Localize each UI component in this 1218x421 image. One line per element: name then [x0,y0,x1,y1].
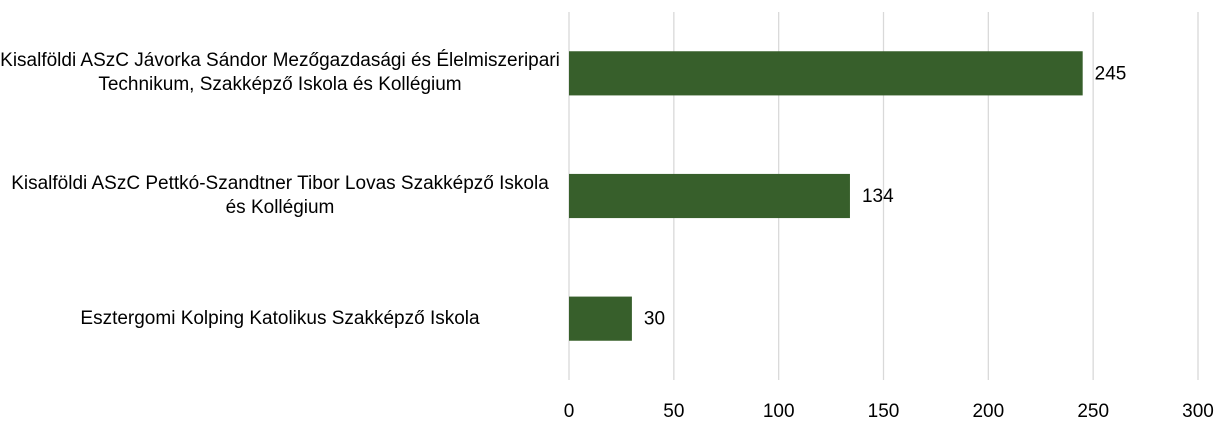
bar [569,296,632,341]
x-tick-label: 100 [763,401,795,421]
x-tick-label: 150 [868,401,900,421]
x-tick-label: 300 [1182,401,1214,421]
y-tick-label: Kisalföldi ASzC Pettkó-Szandtner Tibor L… [11,172,549,218]
value-label: 245 [1095,63,1127,84]
bar [569,51,1083,96]
x-tick-label: 250 [1077,401,1109,421]
value-label: 30 [644,309,665,330]
x-tick-label: 50 [663,401,684,421]
x-tick-label: 0 [564,401,575,421]
x-tick-label: 200 [972,401,1004,421]
y-tick-label: Kisalföldi ASzC Jávorka Sándor Mezőgazda… [0,50,560,96]
value-label: 134 [862,186,894,207]
y-tick-label: Esztergomi Kolping Katolikus Szakképző I… [80,307,480,329]
bar [569,173,850,219]
